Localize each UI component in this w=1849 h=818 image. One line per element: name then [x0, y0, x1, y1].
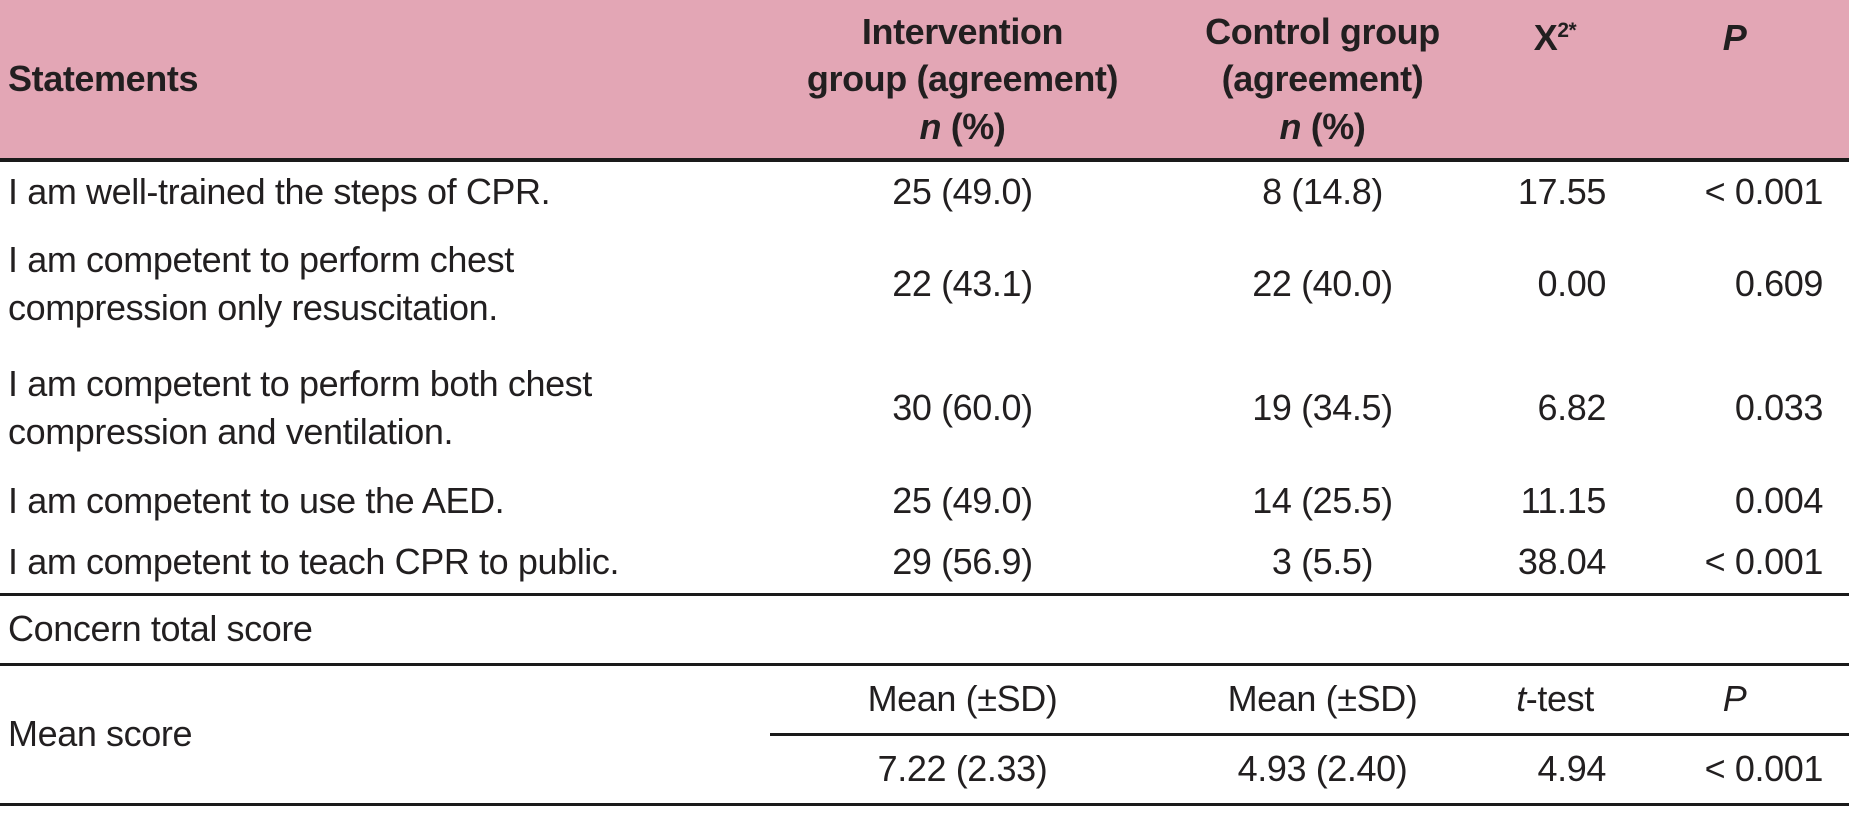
column-header-chi-square: X2*: [1490, 0, 1620, 162]
intervention-cell: 25 (49.0): [892, 480, 1033, 522]
control-mean-value: 4.93 (2.40): [1155, 734, 1490, 806]
p-value-subheader: P: [1620, 664, 1849, 736]
t-test-header: t-test: [1490, 664, 1620, 736]
statement-cell: I am competent to perform both chest com…: [8, 363, 592, 452]
chi-square-cell: 38.04: [1490, 532, 1620, 596]
table-row: I am competent to teach CPR to public. 2…: [0, 532, 1849, 596]
table-row: I am competent to perform both chest com…: [0, 346, 1849, 470]
statement-cell: I am competent to use the AED.: [8, 480, 505, 522]
intervention-header-title: Intervention group (agreement): [806, 10, 1119, 100]
chi-square-superscript: 2*: [1557, 19, 1577, 42]
column-header-control-group: Control group (agreement) n (%): [1155, 0, 1490, 162]
header-row: Statements Intervention group (agreement…: [0, 0, 1849, 162]
chi-square-cell: 0.00: [1537, 263, 1607, 305]
chi-square-cell: 6.82: [1537, 387, 1607, 429]
mean-subheader-row: Mean score Mean (±SD) Mean (±SD) t-test …: [0, 664, 1849, 806]
control-header-npct: n (%): [1279, 105, 1366, 147]
statement-cell: I am well-trained the steps of CPR.: [8, 171, 551, 213]
table-row: I am competent to use the AED. 25 (49.0)…: [0, 470, 1849, 532]
statement-cell: I am competent to teach CPR to public.: [0, 532, 770, 596]
control-header-title: Control group (agreement): [1205, 10, 1440, 100]
p-value-cell: < 0.001: [1704, 171, 1824, 213]
intervention-cell: 22 (43.1): [892, 263, 1033, 305]
column-header-p-value: P: [1620, 0, 1849, 162]
p-value-cell: 0.609: [1734, 263, 1823, 305]
p-value-cell: 0.004: [1734, 480, 1823, 522]
control-cell: 14 (25.5): [1252, 480, 1393, 522]
p-value-cell: 0.033: [1734, 387, 1823, 429]
intervention-cell: 29 (56.9): [770, 532, 1155, 596]
control-cell: 8 (14.8): [1262, 171, 1383, 213]
chi-square-cell: 11.15: [1520, 480, 1607, 522]
t-test-value: 4.94: [1490, 734, 1620, 806]
concern-total-score-row: Concern total score: [0, 594, 1849, 666]
mean-values-row: 7.22 (2.33) 4.93 (2.40) 4.94 < 0.001: [0, 734, 1849, 806]
intervention-cell: 30 (60.0): [892, 387, 1033, 429]
intervention-mean-value: 7.22 (2.33): [770, 734, 1155, 806]
table-row: I am competent to perform chest compress…: [0, 222, 1849, 346]
control-mean-sd-header: Mean (±SD): [1155, 664, 1490, 736]
p-value-mean: < 0.001: [1620, 734, 1849, 806]
mean-score-label: Mean score: [0, 664, 770, 806]
control-cell: 22 (40.0): [1252, 263, 1393, 305]
statements-header-label: Statements: [8, 58, 199, 100]
intervention-cell: 25 (49.0): [892, 171, 1033, 213]
intervention-mean-sd-header: Mean (±SD): [770, 664, 1155, 736]
column-header-statements: Statements: [0, 0, 770, 162]
column-header-intervention-group: Intervention group (agreement) n (%): [770, 0, 1155, 162]
table-row: I am well-trained the steps of CPR. 25 (…: [0, 160, 1849, 222]
control-cell: 19 (34.5): [1252, 387, 1393, 429]
statement-cell: I am competent to perform chest compress…: [8, 239, 514, 328]
p-value-cell: < 0.001: [1620, 532, 1849, 596]
chi-square-cell: 17.55: [1517, 171, 1606, 213]
concern-total-score-label: Concern total score: [0, 594, 1849, 666]
control-cell: 3 (5.5): [1155, 532, 1490, 596]
intervention-header-npct: n (%): [919, 105, 1006, 147]
